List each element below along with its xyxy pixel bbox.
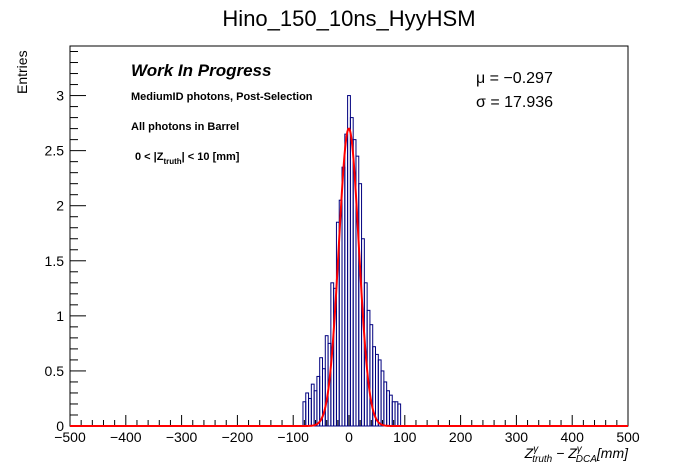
x-tick-label: −300 (166, 429, 198, 445)
x-tick-label: 300 (505, 429, 529, 445)
y-axis: 0 0.5 1 1.5 2 2.5 3 (45, 51, 86, 434)
x-tick-label: −200 (222, 429, 254, 445)
x-tick-label: 200 (449, 429, 473, 445)
y-axis-title: Entries (14, 50, 30, 94)
cut-label: 0 < |Ztruth| < 10 [mm] (135, 151, 240, 166)
histogram-series (302, 95, 402, 427)
sigma-stat: σ = 17.936 (476, 94, 553, 111)
x-axis: −500 −400 −300 −200 −100 0 100 200 300 400 500 (54, 415, 640, 445)
y-tick-label: 0 (56, 418, 64, 434)
selection-label: MediumID photons, Post-Selection (131, 91, 313, 103)
y-tick-label: 0.5 (45, 363, 65, 379)
x-tick-label: −100 (277, 429, 309, 445)
work-in-progress-label: Work In Progress (131, 61, 271, 80)
y-tick-label: 3 (56, 88, 64, 104)
gaussian-fit-curve (70, 127, 628, 427)
x-tick-label: 0 (345, 429, 353, 445)
x-tick-label: 100 (393, 429, 417, 445)
x-tick-label: 400 (561, 429, 585, 445)
y-tick-label: 1.5 (45, 253, 65, 269)
y-tick-label: 1 (56, 308, 64, 324)
region-label: All photons in Barrel (131, 121, 239, 133)
y-tick-label: 2 (56, 198, 64, 214)
y-tick-label: 2.5 (45, 143, 65, 159)
x-tick-label: 500 (616, 429, 640, 445)
histogram-bin (397, 403, 402, 427)
x-tick-label: −500 (54, 429, 86, 445)
x-tick-label: −400 (110, 429, 142, 445)
x-axis-title: Zγ truth − Zγ DCA[mm] (524, 444, 629, 465)
chart-title: Hino_150_10ns_HyyHSM (222, 6, 475, 31)
mean-stat: μ = −0.297 (476, 70, 553, 87)
